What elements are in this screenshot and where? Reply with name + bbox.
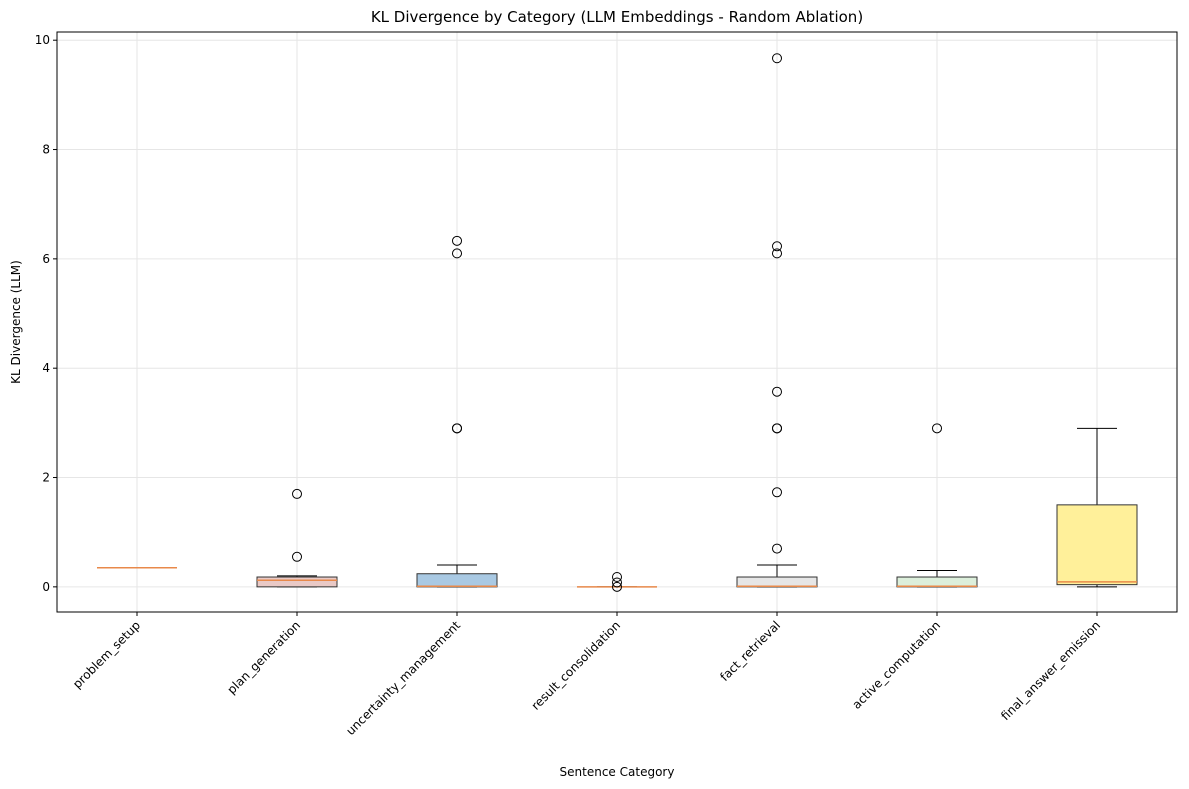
x-tick-label: result_consolidation xyxy=(529,618,624,713)
chart-title: KL Divergence by Category (LLM Embedding… xyxy=(371,8,863,26)
outlier xyxy=(292,488,302,499)
outlier xyxy=(772,386,782,397)
x-axis-label: Sentence Category xyxy=(560,765,675,779)
x-tick-label: final_answer_emission xyxy=(998,618,1103,723)
box xyxy=(416,573,498,588)
y-tick-label: 2 xyxy=(42,471,50,485)
box xyxy=(736,576,818,588)
outlier xyxy=(932,423,942,434)
outlier xyxy=(772,248,782,259)
y-tick-label: 4 xyxy=(42,361,50,375)
x-tick-label: fact_retrieval xyxy=(717,618,783,684)
outlier xyxy=(772,423,782,434)
box xyxy=(1056,504,1138,586)
box xyxy=(896,576,978,588)
y-tick-label: 6 xyxy=(42,252,50,266)
x-tick-label: plan_generation xyxy=(225,618,304,697)
outlier xyxy=(452,423,462,434)
x-tick-label: problem_setup xyxy=(70,618,143,691)
outlier xyxy=(292,551,302,562)
box xyxy=(256,576,338,588)
outlier xyxy=(452,235,462,246)
outlier xyxy=(612,572,622,583)
outlier xyxy=(452,248,462,259)
y-tick-label: 10 xyxy=(35,33,50,47)
outlier xyxy=(772,543,782,554)
outlier xyxy=(772,241,782,252)
y-tick-label: 8 xyxy=(42,143,50,157)
outlier xyxy=(612,577,622,588)
outlier xyxy=(772,487,782,498)
plot-frame xyxy=(56,31,1178,613)
outlier xyxy=(772,53,782,64)
x-tick-label: active_computation xyxy=(850,618,944,712)
y-tick-label: 0 xyxy=(42,580,50,594)
y-axis-label: KL Divergence (LLM) xyxy=(9,260,23,384)
x-tick-label: uncertainty_management xyxy=(343,618,463,738)
outlier xyxy=(612,581,622,592)
